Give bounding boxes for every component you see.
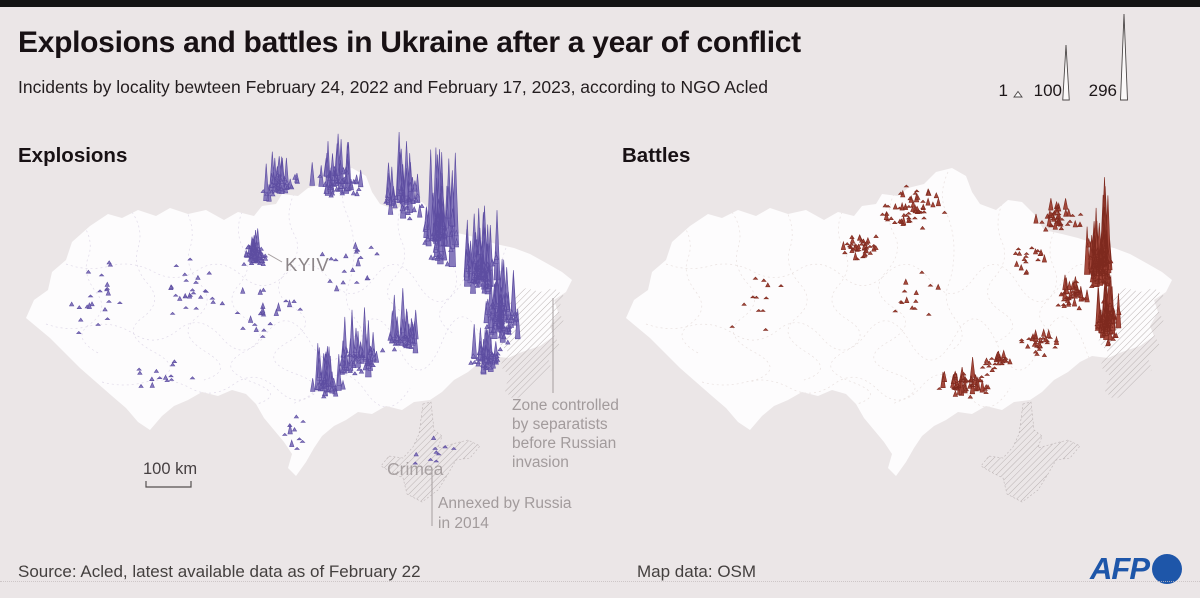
spike-size-legend: 1 100 296	[975, 8, 1190, 108]
zone-annotation-line3: before Russian	[512, 435, 616, 452]
legend-canvas: 1 100 296	[999, 13, 1128, 101]
zone-annotation-line2: by separatists	[512, 416, 608, 433]
oblast-border-line	[731, 211, 771, 383]
map-data-note: Map data: OSM	[637, 562, 757, 581]
page-title: Explosions and battles in Ukraine after …	[18, 26, 801, 59]
explosions-spike-marks	[68, 131, 521, 465]
kyiv-pointer-line	[267, 253, 283, 263]
ukraine-outline	[626, 168, 1172, 476]
legend-spike-medium-icon	[1062, 44, 1070, 101]
annex-annotation-line1: Annexed by Russia	[438, 495, 572, 512]
legend-spike-large-icon	[1120, 13, 1128, 101]
annex-annotation-line2: in 2014	[438, 515, 489, 532]
oblast-border-line	[785, 209, 821, 381]
kyiv-label: KYIV	[285, 254, 329, 275]
legend-spike-small-icon	[1013, 90, 1023, 98]
explosion-spikes	[68, 131, 521, 465]
oblast-border-line	[830, 211, 871, 407]
afp-logo-circle-icon	[1152, 554, 1182, 584]
battles-map	[626, 168, 1172, 503]
oblast-border-line	[45, 316, 531, 381]
afp-logo: AFP	[1090, 551, 1150, 586]
legend-value-max: 296	[1089, 81, 1117, 100]
legend-value-mid: 100	[1034, 81, 1062, 100]
bottom-dotted-rule	[0, 581, 1200, 582]
crimea-label: Crimea	[387, 459, 444, 479]
explosions-map: KYIV Crimea Zone controlled by separatis…	[26, 131, 619, 532]
scale-bar-label: 100 km	[143, 460, 197, 478]
oblast-border-line	[230, 211, 271, 407]
scale-bar: 100 km	[143, 460, 197, 488]
source-note: Source: Acled, latest available data as …	[18, 562, 421, 581]
scale-bar-bracket	[145, 481, 192, 488]
oblast-border-line	[942, 171, 963, 351]
zone-annotation-line4: invasion	[512, 454, 569, 471]
page-subtitle: Incidents by locality bewteen February 2…	[18, 77, 769, 97]
explosions-map-title: Explosions	[18, 144, 128, 167]
top-bar	[0, 0, 1200, 7]
legend-value-min: 1	[999, 81, 1008, 100]
oblast-border-line	[185, 209, 221, 381]
crimea-hatch	[380, 401, 481, 503]
battles-map-title: Battles	[622, 144, 691, 167]
battles-spike-marks	[729, 177, 1122, 399]
zone-annotation-line1: Zone controlled	[512, 397, 619, 414]
oblast-border-line	[342, 171, 363, 351]
oblast-border-line	[873, 193, 916, 405]
oblast-border-line	[273, 193, 316, 405]
oblast-border-line	[645, 316, 1131, 381]
crimea-hatch	[980, 401, 1081, 503]
battle-spikes	[729, 177, 1122, 399]
oblast-border-line	[131, 211, 171, 383]
